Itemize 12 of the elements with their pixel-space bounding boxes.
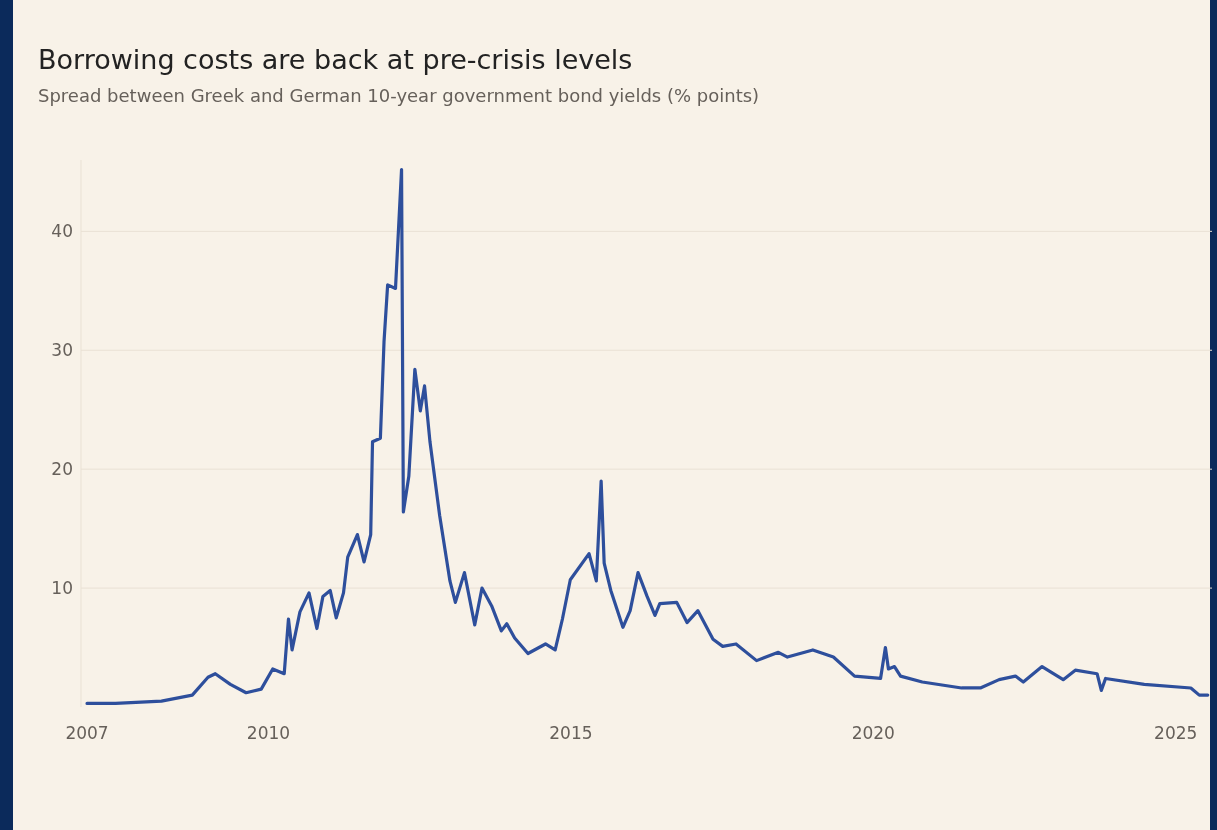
- y-tick-label: 10: [51, 578, 73, 599]
- chart-title: Borrowing costs are back at pre-crisis levels: [38, 44, 633, 75]
- chart-subtitle: Spread between Greek and German 10-year government bond yields (% points): [38, 85, 760, 106]
- y-tick-label: 30: [51, 340, 73, 361]
- x-tick-label: 2010: [246, 723, 291, 744]
- line-series: [85, 167, 1210, 706]
- x-tick-label: 2007: [65, 723, 109, 744]
- x-tick-label: 2025: [1154, 723, 1198, 744]
- x-tick-label: 2020: [851, 723, 895, 744]
- y-tick-label: 40: [51, 221, 73, 242]
- x-tick-label: 2015: [549, 723, 593, 744]
- y-tick-label: 20: [51, 459, 73, 480]
